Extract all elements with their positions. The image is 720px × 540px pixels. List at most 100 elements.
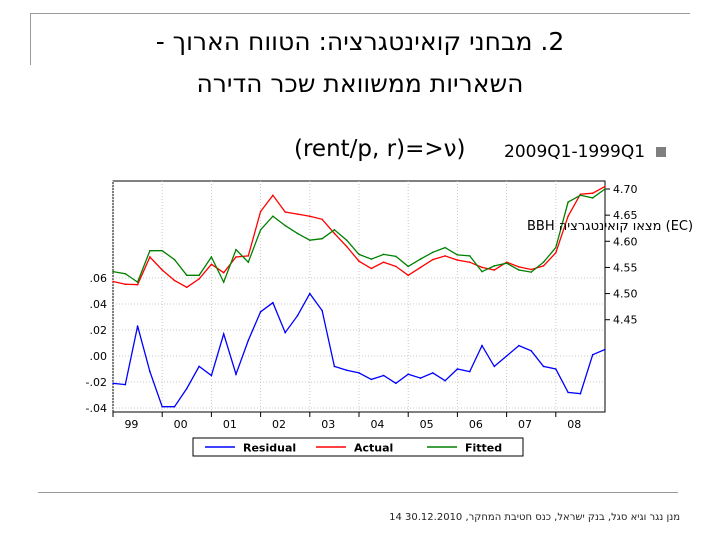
data-point-fitted — [419, 258, 422, 260]
data-point-actual — [296, 213, 299, 215]
data-point-actual — [358, 260, 360, 262]
left-tick-label: .02 — [90, 324, 108, 337]
data-point-residual — [247, 339, 250, 342]
data-point-actual — [173, 279, 176, 282]
data-point-actual — [124, 283, 127, 285]
x-tick-label: 07 — [518, 418, 532, 431]
data-point-fitted — [493, 265, 496, 267]
data-point-fitted — [345, 239, 348, 242]
data-point-fitted — [604, 188, 606, 190]
data-point-actual — [555, 251, 557, 254]
x-tick-label: 08 — [567, 418, 581, 431]
data-point-fitted — [382, 253, 385, 256]
legend-label-fitted: Fitted — [465, 442, 502, 455]
square-bullet-icon — [656, 147, 666, 157]
data-point-actual — [112, 280, 114, 283]
data-point-residual — [321, 309, 323, 312]
data-point-fitted — [555, 246, 557, 249]
data-point-actual — [591, 192, 594, 194]
data-point-fitted — [136, 281, 139, 283]
data-point-fitted — [444, 246, 446, 249]
data-point-residual — [198, 365, 200, 368]
right-tick-label: 4.55 — [613, 261, 638, 274]
data-point-residual — [468, 370, 471, 373]
data-point-actual — [333, 232, 336, 235]
data-point-actual — [235, 256, 237, 258]
left-tick-label: .06 — [90, 272, 108, 285]
data-point-fitted — [222, 281, 225, 283]
chart-annotation: (EC) מצאו קואינטגרציה BBH — [527, 219, 693, 234]
data-point-fitted — [530, 271, 532, 273]
data-point-actual — [530, 268, 532, 271]
data-point-actual — [136, 283, 139, 286]
x-tick-label: 05 — [420, 418, 434, 431]
footer: מנן נגר וגיא סגל, בנק ישראל, כנס חטיבת ה… — [300, 512, 680, 523]
data-point-residual — [456, 368, 459, 370]
data-point-actual — [222, 271, 225, 274]
x-tick-label: 99 — [124, 418, 138, 431]
data-point-actual — [272, 194, 274, 197]
data-point-fitted — [407, 265, 410, 268]
data-point-actual — [284, 211, 287, 213]
data-point-fitted — [296, 232, 299, 235]
x-tick-label: 00 — [174, 418, 188, 431]
data-point-residual — [382, 374, 385, 377]
data-point-actual — [321, 218, 323, 221]
data-point-actual — [198, 278, 200, 280]
data-point-fitted — [591, 197, 594, 199]
data-point-residual — [604, 348, 606, 351]
data-point-actual — [345, 245, 348, 248]
data-point-fitted — [321, 237, 323, 240]
data-point-fitted — [309, 239, 311, 242]
footer-text: מנן נגר וגיא סגל, בנק ישראל, כנס חטיבת ה… — [405, 512, 680, 523]
data-point-fitted — [370, 258, 373, 260]
data-point-fitted — [112, 270, 114, 273]
data-point-fitted — [542, 261, 545, 264]
data-point-fitted — [333, 228, 336, 231]
plot-frame — [112, 180, 606, 413]
data-point-fitted — [235, 248, 237, 251]
data-point-actual — [407, 274, 410, 277]
data-point-residual — [542, 365, 545, 368]
bullet-row: 2009Q1-1999Q1 (rent/p, r)=>ν) — [290, 136, 690, 168]
data-point-fitted — [456, 254, 459, 256]
data-point-fitted — [149, 249, 151, 252]
data-point-fitted — [432, 251, 434, 254]
title-frame-top — [30, 13, 690, 14]
legend-label-residual: Residual — [243, 442, 296, 455]
data-point-actual — [456, 259, 459, 261]
data-point-fitted — [124, 272, 127, 275]
data-point-residual — [284, 331, 287, 334]
data-point-fitted — [567, 201, 569, 203]
data-point-fitted — [173, 258, 176, 261]
data-point-fitted — [161, 249, 163, 252]
data-point-residual — [186, 387, 188, 390]
slide-title-line1: 2. מבחני קואינטגרציה: הטווח הארוך - — [155, 27, 565, 56]
data-point-actual — [432, 258, 434, 261]
data-point-fitted — [468, 255, 471, 257]
data-point-residual — [210, 374, 213, 377]
data-point-residual — [530, 350, 532, 352]
data-point-fitted — [505, 262, 508, 265]
data-point-residual — [358, 372, 360, 374]
legend-box — [192, 437, 524, 457]
left-tick-label: .04 — [90, 298, 108, 311]
footer-divider — [38, 492, 678, 493]
data-point-actual — [395, 265, 397, 268]
right-tick-label: 4.50 — [613, 288, 638, 301]
data-point-residual — [432, 372, 434, 374]
right-tick-label: 4.65 — [613, 209, 638, 222]
data-point-residual — [370, 378, 373, 381]
data-point-actual — [468, 261, 471, 264]
data-point-residual — [161, 405, 163, 408]
data-point-fitted — [259, 228, 262, 231]
data-point-residual — [259, 311, 262, 313]
legend-label-actual: Actual — [354, 442, 393, 455]
data-point-residual — [505, 355, 508, 357]
data-point-actual — [149, 256, 151, 258]
left-tick-label: -.02 — [86, 376, 107, 389]
data-point-fitted — [210, 256, 213, 258]
title-frame-left — [30, 13, 31, 65]
data-point-residual — [124, 383, 127, 386]
